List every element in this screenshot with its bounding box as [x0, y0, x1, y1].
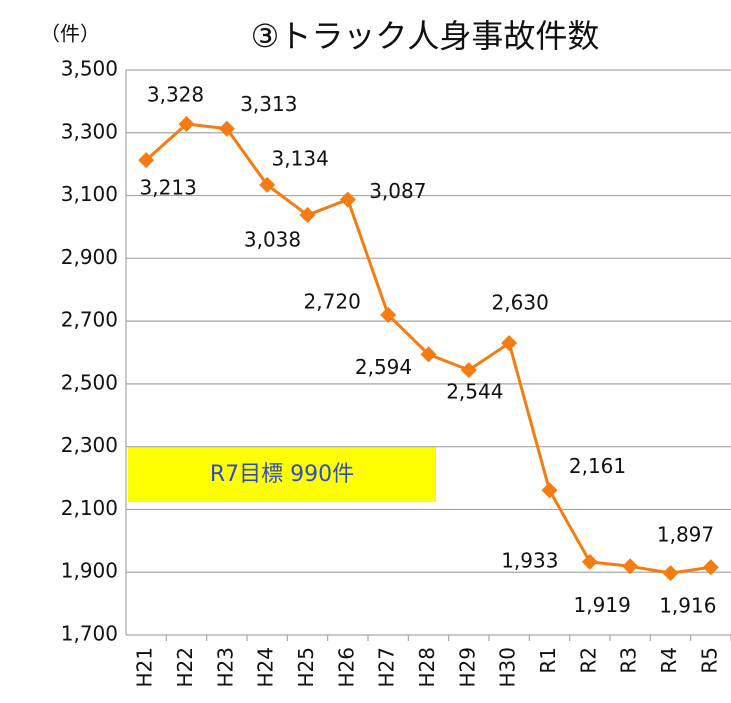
x-tick-label: R3 [617, 647, 641, 674]
data-label: 2,594 [355, 355, 412, 379]
data-label: 2,161 [569, 454, 626, 478]
target-box [128, 447, 436, 502]
data-label: 1,916 [659, 594, 716, 618]
y-tick-label: 2,500 [61, 370, 118, 394]
x-tick-label: H21 [133, 647, 157, 688]
marker [460, 362, 477, 379]
x-tick-label: H29 [455, 647, 479, 688]
y-unit: （件） [40, 22, 100, 46]
marker [138, 152, 155, 169]
marker [541, 482, 558, 499]
marker [581, 553, 598, 570]
y-tick-label: 1,900 [61, 559, 118, 583]
marker [259, 176, 276, 193]
data-label: 2,544 [446, 380, 503, 404]
y-tick-label: 1,700 [61, 622, 118, 646]
x-tick-label: R2 [576, 647, 600, 674]
x-tick-label: H26 [334, 647, 358, 688]
marker [339, 191, 356, 208]
chart-title: ③トラック人身事故件数 [251, 17, 600, 55]
y-tick-label: 3,100 [61, 182, 118, 206]
data-label: 3,313 [240, 92, 297, 116]
marker [702, 559, 719, 576]
annotation: R7目標 990件 [210, 462, 354, 487]
x-tick-label: R1 [536, 647, 560, 674]
marker [178, 115, 195, 132]
y-tick-label: 2,700 [61, 308, 118, 332]
x-tick-label: H28 [415, 647, 439, 688]
data-label: 2,630 [492, 291, 549, 315]
data-label: 1,919 [574, 593, 631, 617]
data-label: 3,134 [272, 146, 329, 170]
x-tick-label: R5 [697, 647, 721, 674]
data-label: 3,087 [369, 179, 426, 203]
y-tick-label: 2,300 [61, 433, 118, 457]
x-tick-label: H27 [375, 647, 399, 688]
y-tick-label: 3,500 [61, 57, 118, 81]
marker [501, 335, 518, 352]
data-label: 2,720 [304, 289, 361, 313]
y-tick-label: 2,900 [61, 245, 118, 269]
marker [218, 120, 235, 137]
x-tick-label: H23 [213, 647, 237, 688]
x-tick-label: H24 [254, 647, 278, 688]
x-tick-label: H22 [173, 647, 197, 688]
marker [299, 207, 316, 224]
data-label: 1,933 [501, 548, 558, 572]
y-tick-label: 3,300 [61, 119, 118, 143]
data-label: 1,897 [657, 523, 714, 547]
marker [662, 565, 679, 582]
marker [420, 346, 437, 363]
data-label: 3,328 [147, 82, 204, 106]
x-tick-label: H25 [294, 647, 318, 688]
marker [622, 558, 639, 575]
data-label: 3,038 [244, 228, 301, 252]
marker [380, 306, 397, 323]
y-tick-label: 2,100 [61, 496, 118, 520]
x-tick-label: R4 [657, 647, 681, 674]
x-tick-label: H30 [496, 647, 520, 688]
data-label: 3,213 [140, 176, 197, 200]
